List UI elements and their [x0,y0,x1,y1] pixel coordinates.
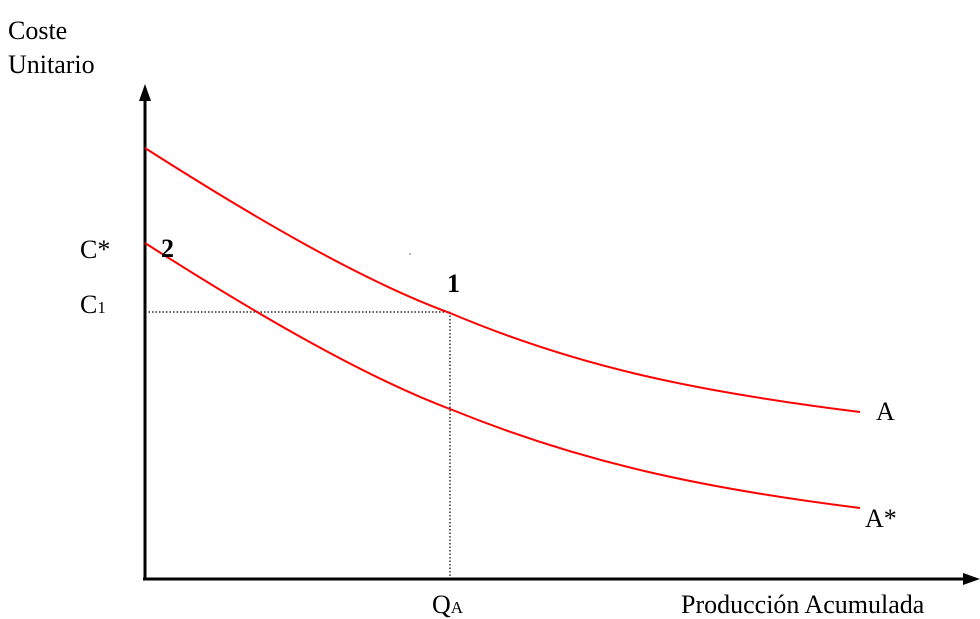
x-axis-arrowhead [963,573,980,585]
point-1-label: 1 [447,269,460,298]
point-2-label: 2 [161,234,174,263]
y-axis-label-line2: Unitario [8,50,95,79]
curve-a-star-label: A* [865,504,897,533]
y-axis-arrowhead [139,84,151,101]
c1-label-sub: 1 [97,298,106,317]
c-star-label: C* [80,235,110,264]
curve-a-label: A [876,397,895,426]
qa-label: QA [432,590,464,619]
x-axis-label: Producción Acumulada [681,590,925,619]
c1-label: C1 [80,290,106,319]
qa-label-main: Q [432,590,451,619]
curve-a [144,147,861,413]
curve-a-star [144,242,861,509]
y-axis-label-line1: Coste [8,16,67,45]
c1-label-main: C [80,290,97,319]
qa-label-sub: A [451,598,464,617]
stray-dot [409,253,411,255]
